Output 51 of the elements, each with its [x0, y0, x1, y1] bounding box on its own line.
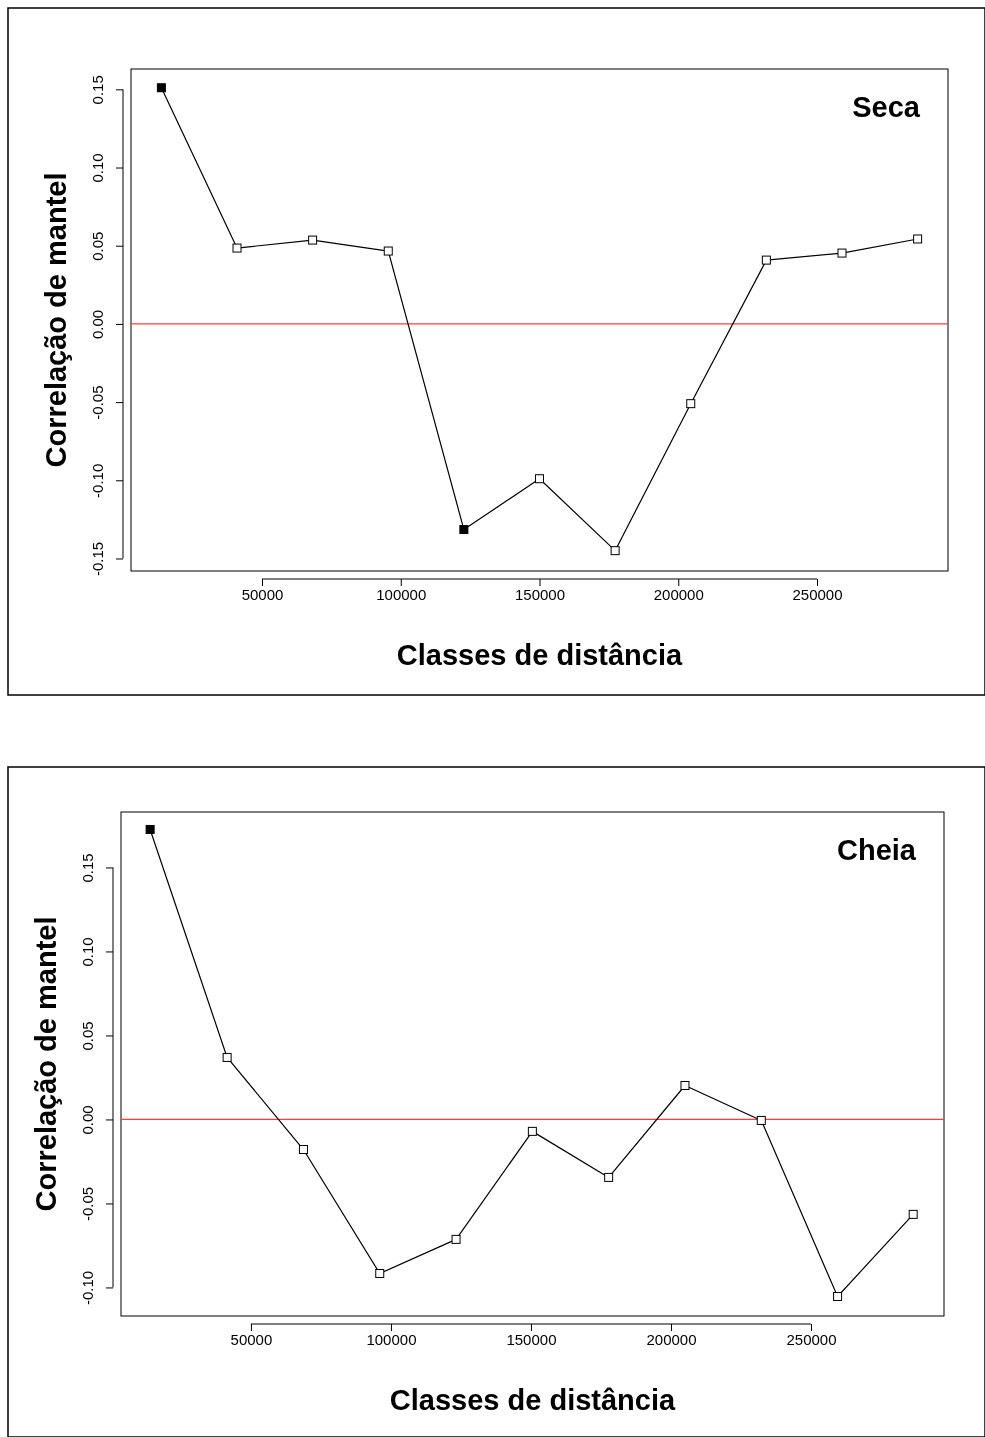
x-tick-label: 250000 — [786, 1330, 837, 1348]
point — [451, 1234, 461, 1244]
point — [222, 1052, 232, 1062]
y-tick-label: 0.15 — [89, 75, 106, 105]
text: Cheia — [837, 834, 917, 866]
point — [680, 1081, 690, 1090]
x-tick-label: 100000 — [366, 1330, 417, 1348]
y-tick-label: -0.05 — [89, 385, 106, 420]
y-tick-label: 0.15 — [79, 853, 96, 883]
y-tick-label: -0.10 — [89, 463, 106, 498]
y-tick-label: -0.15 — [89, 541, 106, 577]
y-tick-label: 0.05 — [79, 1021, 96, 1051]
x-tick-label: 100000 — [376, 585, 427, 603]
point — [604, 1172, 614, 1182]
x-axis-title: Classes de distância — [396, 639, 684, 671]
y-tick-label: 0.05 — [89, 231, 106, 261]
point — [756, 1115, 766, 1125]
point — [308, 235, 318, 245]
point — [837, 248, 847, 258]
y-tick-label: 0.00 — [79, 1105, 96, 1135]
x-tick-label: 200000 — [653, 585, 704, 603]
point — [298, 1145, 308, 1155]
x-tick-label: 200000 — [646, 1330, 697, 1348]
x-axis-title: Classes de distância — [389, 1384, 677, 1416]
y-tick-label: -0.05 — [79, 1186, 96, 1222]
point — [156, 83, 166, 93]
point — [833, 1292, 843, 1302]
y-tick-label: 0.00 — [89, 309, 106, 340]
point — [527, 1126, 537, 1136]
point — [232, 243, 242, 253]
point — [908, 1209, 918, 1219]
point — [686, 399, 696, 409]
point — [375, 1269, 385, 1278]
point — [610, 546, 620, 556]
y-tick-label: 0.10 — [79, 937, 96, 967]
point — [145, 824, 155, 834]
y-axis-title: Correlação de mantel — [30, 916, 62, 1212]
x-tick-label: 150000 — [514, 585, 566, 603]
y-tick-label: 0.10 — [89, 153, 106, 183]
point — [761, 255, 771, 265]
point — [913, 234, 923, 244]
x-tick-label: 150000 — [506, 1330, 557, 1348]
point — [383, 246, 393, 256]
point — [459, 525, 469, 535]
y-axis-title: Correlação de mantel — [40, 172, 72, 468]
text: Seca — [852, 91, 921, 123]
x-tick-label: 50000 — [230, 1330, 273, 1348]
x-tick-label: 250000 — [792, 585, 843, 603]
y-tick-label: -0.10 — [79, 1270, 96, 1306]
x-tick-label: 50000 — [241, 585, 284, 603]
point — [535, 474, 544, 484]
